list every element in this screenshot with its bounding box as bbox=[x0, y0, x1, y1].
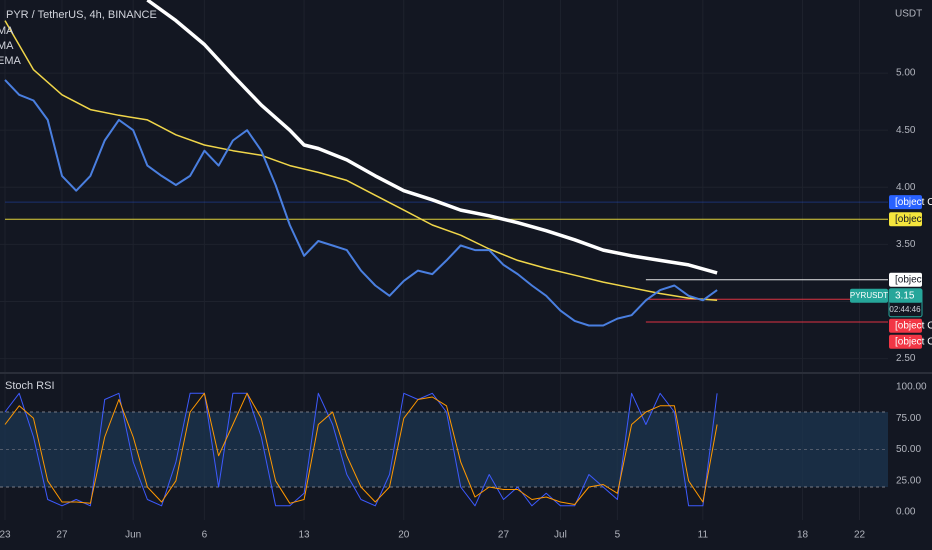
x-tick-label: Jul bbox=[554, 530, 567, 541]
symbol-tag bbox=[850, 288, 888, 303]
series-line bbox=[4, 392, 718, 505]
x-tick-label: 11 bbox=[698, 530, 709, 541]
series-line bbox=[4, 20, 718, 302]
price-tag-label: [object Object] bbox=[895, 320, 932, 331]
countdown: 02:44:46 bbox=[889, 305, 921, 314]
series-line bbox=[4, 392, 718, 507]
y-tick-label: 0.00 bbox=[896, 507, 916, 518]
indicator-label: EMA bbox=[0, 55, 22, 67]
x-tick-label: Jun bbox=[125, 530, 141, 541]
price-tag-label: [object Object] bbox=[895, 214, 932, 225]
price-tag-label: 3.15 bbox=[895, 290, 915, 301]
currency-label: USDT bbox=[895, 9, 922, 20]
x-tick-label: 20 bbox=[398, 530, 410, 541]
y-tick-label: 4.50 bbox=[896, 125, 916, 136]
x-tick-label: 6 bbox=[202, 530, 208, 541]
series-line bbox=[146, 0, 718, 275]
price-tag-label: [object Object] bbox=[895, 197, 932, 208]
x-tick-label: 18 bbox=[797, 530, 809, 541]
price-tag bbox=[889, 212, 922, 227]
indicator-label: MA bbox=[0, 40, 14, 52]
x-tick-label: 23 bbox=[0, 530, 11, 541]
symbol-tag-label: PYRUSDT bbox=[850, 291, 888, 300]
y-tick-label: 5.00 bbox=[896, 68, 916, 79]
pane-separator bbox=[0, 372, 932, 374]
y-tick-label: 50.00 bbox=[896, 444, 921, 455]
x-tick-label: 13 bbox=[299, 530, 311, 541]
y-tick-label: 25.00 bbox=[896, 475, 921, 486]
y-tick-label: 100.00 bbox=[896, 382, 927, 393]
y-tick-label: 3.50 bbox=[896, 239, 916, 250]
price-tag bbox=[889, 195, 922, 210]
price-tag-fill bbox=[889, 288, 922, 303]
price-tag-label: [object Object] bbox=[895, 336, 932, 347]
y-tick-label: 75.00 bbox=[896, 413, 921, 424]
price-tag bbox=[889, 272, 922, 287]
y-tick-label: 4.00 bbox=[896, 182, 916, 193]
price-tag-label: [object Object] bbox=[895, 274, 932, 285]
x-tick-label: 5 bbox=[615, 530, 621, 541]
series-line bbox=[4, 79, 718, 327]
price-tag bbox=[889, 318, 922, 333]
indicator-title: Stoch RSI bbox=[5, 380, 55, 392]
x-tick-label: 27 bbox=[498, 530, 510, 541]
price-tag bbox=[889, 334, 922, 349]
x-tick-label: 22 bbox=[854, 530, 866, 541]
y-tick-label: 2.50 bbox=[896, 353, 916, 364]
indicator-label: MA bbox=[0, 25, 14, 37]
symbol-title: PYR / TetherUS, 4h, BINANCE bbox=[6, 9, 157, 21]
x-tick-label: 27 bbox=[56, 530, 68, 541]
